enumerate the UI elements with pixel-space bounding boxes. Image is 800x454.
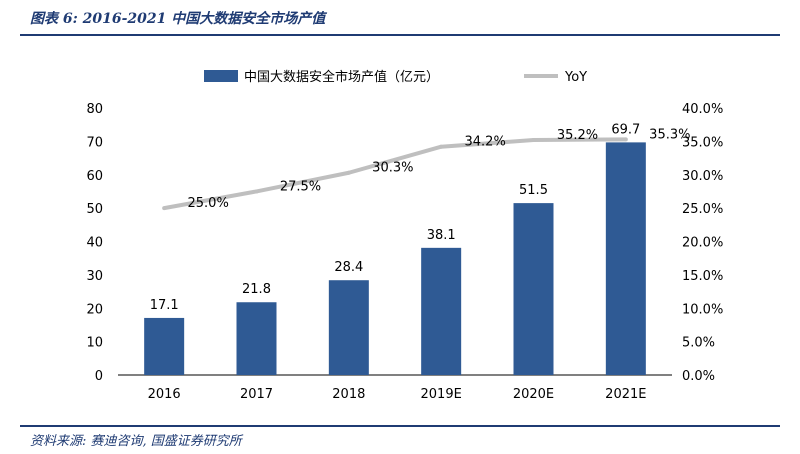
yoy-value-label: 35.3% [649,127,690,142]
right-tick-label: 40.0% [682,102,723,117]
yoy-line-group [162,137,628,211]
bar [236,302,277,375]
right-tick-label: 30.0% [682,169,723,184]
yoy-point [439,144,444,149]
yoy-value-label: 34.2% [465,135,506,150]
left-tick-label: 80 [86,102,103,117]
yoy-line [163,137,626,211]
right-tick-label: 15.0% [682,269,723,284]
right-tick-label: 10.0% [682,302,723,317]
category-label: 2020E [513,387,554,402]
left-tick-label: 20 [86,302,103,317]
left-tick-label: 60 [86,169,103,184]
yoy-point [254,189,259,194]
yoy-point [162,206,167,211]
left-tick-label: 10 [86,336,103,351]
category-label: 2017 [240,387,273,402]
figure-title: 图表 6: 2016-2021 中国大数据安全市场产值 [30,11,326,27]
left-tick-label: 40 [86,236,103,251]
bar [144,317,185,375]
category-label: 2019E [421,387,462,402]
bar-value-label: 69.7 [611,122,640,137]
yoy-point [623,137,628,142]
bar-value-label: 38.1 [427,228,456,243]
yoy-value-label: 35.2% [557,128,598,143]
bar [328,280,369,375]
right-tick-label: 5.0% [682,336,715,351]
bar-value-label: 28.4 [334,260,363,275]
yoy-point [531,138,536,143]
right-tick-label: 25.0% [682,202,723,217]
category-label: 2016 [148,387,181,402]
right-tick-label: 0.0% [682,369,715,384]
bar [421,247,462,375]
bar-value-labels: 17.1 21.8 28.4 38.1 51.5 69.7 [150,122,641,313]
bottom-rule [20,425,780,427]
bar-value-label: 17.1 [150,298,179,313]
right-tick-label: 20.0% [682,236,723,251]
right-axis-ticks: 0.0% 5.0% 10.0% 15.0% 20.0% 25.0% 30.0% 35.0% 40… [682,102,723,384]
left-tick-label: 70 [86,135,103,150]
left-axis-ticks: 0 10 20 30 40 50 60 70 80 [86,102,103,384]
bar-value-label: 51.5 [519,183,548,198]
source-note: 资料来源: 赛迪咨询, 国盛证券研究所 [30,434,242,449]
left-tick-label: 50 [86,202,103,217]
yoy-point [346,170,351,175]
bar [513,203,554,375]
yoy-value-label: 25.0% [188,196,229,211]
yoy-value-labels: 25.0% 27.5% 30.3% 34.2% 35.2% 35.3% [188,127,691,211]
left-tick-label: 0 [95,369,103,384]
legend-label-bar: 中国大数据安全市场产值（亿元） [244,69,439,85]
legend-swatch-bar [204,70,238,82]
right-tick-label: 35.0% [682,135,723,150]
bar [605,142,646,375]
yoy-value-label: 27.5% [280,179,321,194]
legend-label-line: YoY [564,70,587,85]
top-rule [20,34,780,36]
legend: 中国大数据安全市场产值（亿元） YoY [204,69,587,85]
category-label: 2018 [332,387,365,402]
bars [144,142,646,375]
category-label: 2021E [605,387,646,402]
yoy-value-label: 30.3% [372,161,413,176]
bar-value-label: 21.8 [242,282,271,297]
left-tick-label: 30 [86,269,103,284]
category-labels: 2016 2017 2018 2019E 2020E 2021E [148,387,647,402]
